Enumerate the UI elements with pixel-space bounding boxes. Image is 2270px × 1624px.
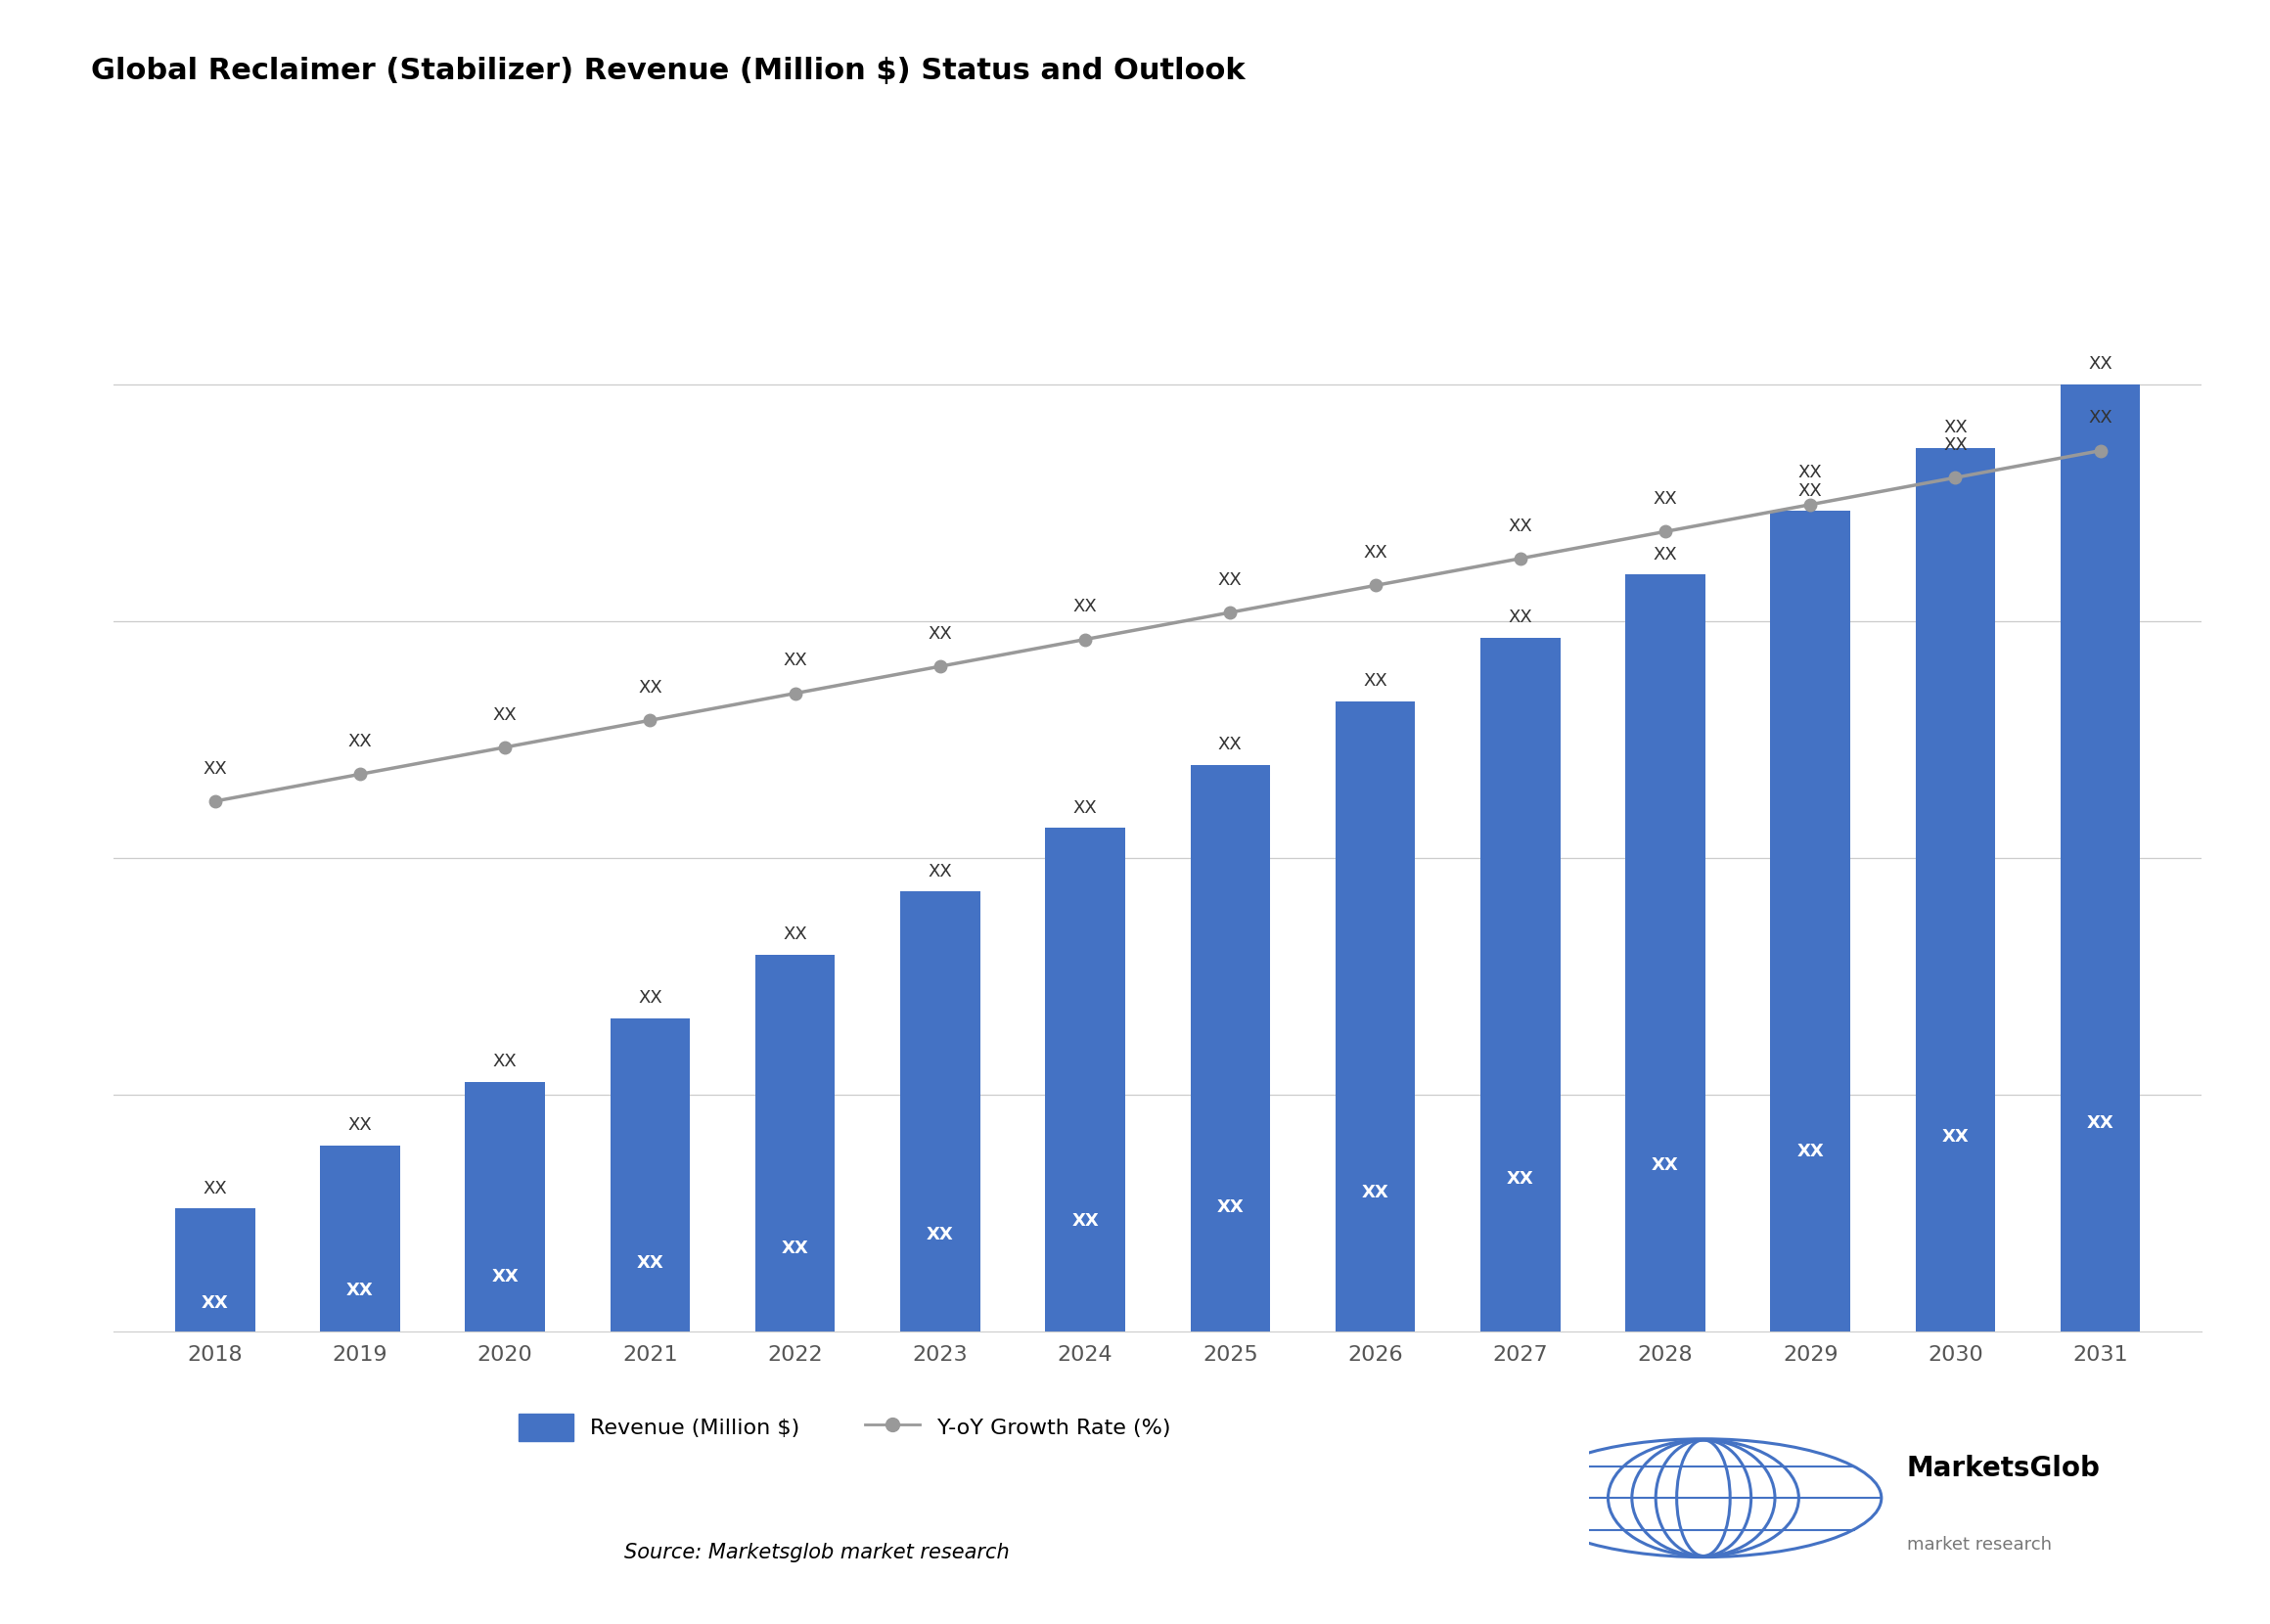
Text: XX: XX bbox=[347, 1116, 372, 1134]
Text: market research: market research bbox=[1907, 1536, 2052, 1553]
Text: XX: XX bbox=[783, 926, 808, 944]
Text: XX: XX bbox=[1074, 598, 1096, 615]
Text: XX: XX bbox=[493, 706, 518, 724]
Text: XX: XX bbox=[1071, 1212, 1099, 1229]
Text: XX: XX bbox=[1798, 463, 1823, 481]
Text: XX: XX bbox=[638, 989, 663, 1007]
Bar bbox=[901, 892, 981, 1332]
Text: XX: XX bbox=[202, 1179, 227, 1197]
Text: XX: XX bbox=[1653, 1156, 1680, 1174]
Text: XX: XX bbox=[638, 679, 663, 697]
Text: XX: XX bbox=[1362, 1184, 1389, 1202]
Text: XX: XX bbox=[928, 625, 953, 643]
Bar bbox=[465, 1082, 545, 1332]
Bar bbox=[611, 1018, 690, 1332]
Text: MarketsGlob: MarketsGlob bbox=[1907, 1455, 2100, 1483]
Text: XX: XX bbox=[1943, 419, 1968, 437]
Text: XX: XX bbox=[1943, 437, 1968, 455]
Text: XX: XX bbox=[928, 862, 953, 880]
Text: XX: XX bbox=[1217, 1199, 1244, 1216]
Text: XX: XX bbox=[2088, 409, 2113, 427]
Text: XX: XX bbox=[1219, 572, 1242, 590]
Bar bbox=[1625, 575, 1705, 1332]
Bar bbox=[2061, 385, 2141, 1332]
Text: XX: XX bbox=[1653, 546, 1678, 564]
Text: XX: XX bbox=[1507, 516, 1532, 534]
Bar bbox=[1916, 448, 1995, 1332]
Text: Global Reclaimer (Stabilizer) Revenue (Million $) Status and Outlook: Global Reclaimer (Stabilizer) Revenue (M… bbox=[91, 57, 1244, 84]
Text: XX: XX bbox=[1362, 544, 1387, 562]
Text: XX: XX bbox=[1362, 672, 1387, 690]
Text: XX: XX bbox=[781, 1241, 808, 1257]
Bar bbox=[756, 955, 835, 1332]
Text: XX: XX bbox=[1507, 609, 1532, 627]
Text: XX: XX bbox=[783, 651, 808, 669]
Text: Source: Marketsglob market research: Source: Marketsglob market research bbox=[624, 1543, 1010, 1562]
Bar bbox=[1044, 828, 1126, 1332]
Text: XX: XX bbox=[636, 1254, 663, 1272]
Text: XX: XX bbox=[202, 1294, 229, 1312]
Text: XX: XX bbox=[1653, 490, 1678, 508]
Bar bbox=[1335, 702, 1414, 1332]
Bar bbox=[1189, 765, 1271, 1332]
Text: XX: XX bbox=[347, 1281, 375, 1299]
Bar bbox=[320, 1145, 400, 1332]
Text: XX: XX bbox=[1074, 799, 1096, 817]
Text: XX: XX bbox=[2088, 356, 2113, 374]
Legend: Revenue (Million $), Y-oY Growth Rate (%): Revenue (Million $), Y-oY Growth Rate (%… bbox=[508, 1403, 1180, 1452]
Text: XX: XX bbox=[2086, 1114, 2113, 1132]
Text: XX: XX bbox=[1219, 736, 1242, 754]
Text: XX: XX bbox=[202, 760, 227, 778]
Bar bbox=[1771, 512, 1850, 1332]
Text: XX: XX bbox=[1798, 1142, 1823, 1160]
Text: XX: XX bbox=[493, 1052, 518, 1070]
Text: XX: XX bbox=[1507, 1171, 1535, 1187]
Text: XX: XX bbox=[493, 1268, 518, 1286]
Bar bbox=[1480, 638, 1559, 1332]
Text: XX: XX bbox=[347, 732, 372, 750]
Text: XX: XX bbox=[1798, 482, 1823, 500]
Text: XX: XX bbox=[1941, 1129, 1968, 1147]
Text: XX: XX bbox=[926, 1226, 953, 1244]
Bar bbox=[175, 1208, 254, 1332]
